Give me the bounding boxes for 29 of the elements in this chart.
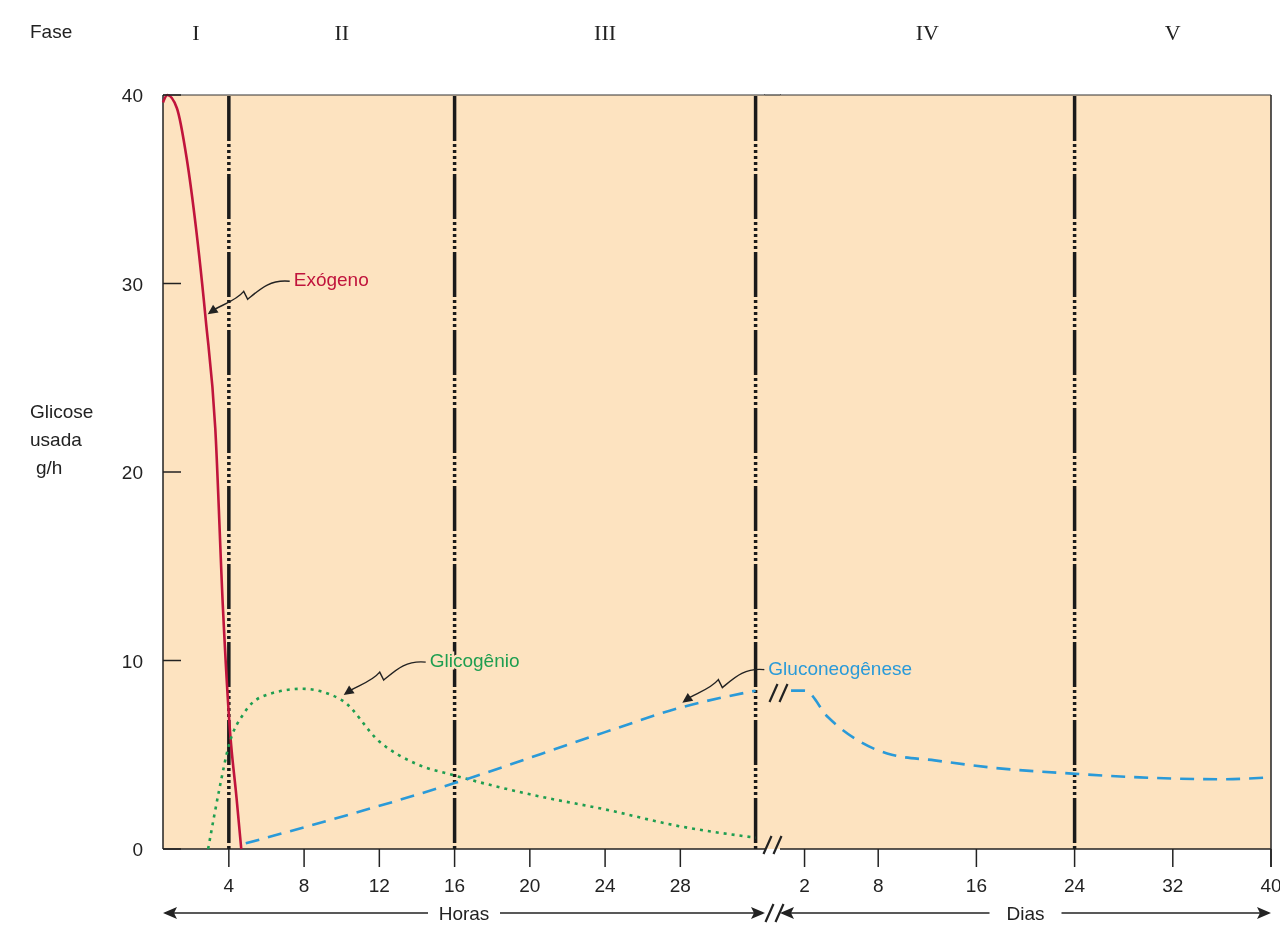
x-tick-label: 4 [223,875,235,896]
text: Fase [30,21,73,42]
text: V [1164,20,1181,45]
x-axis-title: Dias [1006,903,1045,924]
y-tick-label: 30 [121,273,143,295]
x-tick-label: 20 [519,875,541,896]
y-tick-label: 10 [121,650,143,672]
text: I [192,20,200,45]
text: III [594,20,617,45]
series-label: Gluconeogênese [768,657,913,679]
y-axis-title: Glicose usada g/h [30,401,94,478]
x-axis-title: Horas [438,903,490,924]
x-tick-label: 8 [872,875,884,896]
x-tick-label: 28 [669,875,691,896]
y-tick-label: 20 [121,462,143,483]
x-tick-label: 2 [799,875,810,896]
text: II [334,20,350,45]
x-tick-label: 24 [1064,875,1086,896]
x-tick-label: 24 [594,875,617,896]
x-tick-label: 16 [965,875,987,896]
x-tick-label: 40 [1260,875,1281,896]
x-tick-label: 8 [298,875,310,896]
x-tick-label: 32 [1162,875,1184,896]
text: Exógeno [293,269,369,291]
x-tick-label: 16 [444,875,466,896]
y-tick-label: 40 [121,85,143,106]
text: IV [915,20,940,45]
y-tick-label: 0 [132,839,143,860]
x-tick-label: 12 [368,875,390,896]
